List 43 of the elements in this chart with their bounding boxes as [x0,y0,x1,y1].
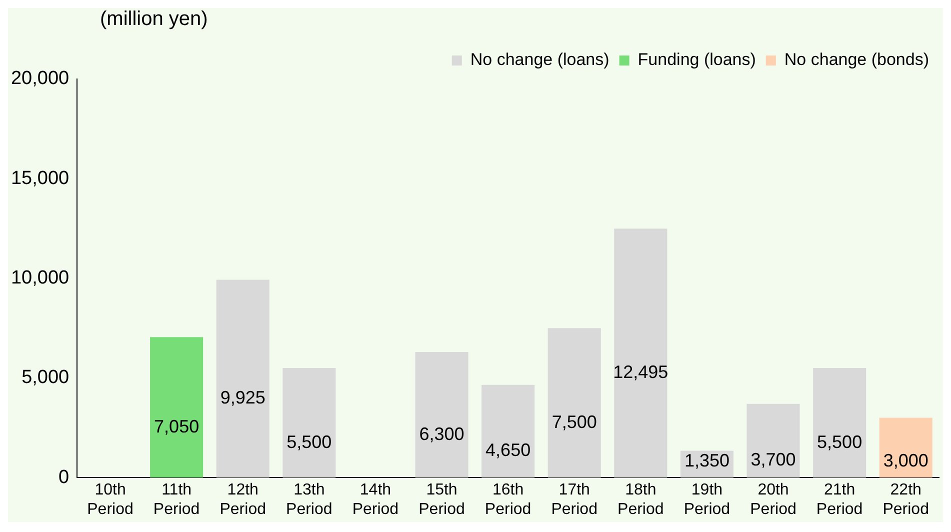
legend-label: No change (bonds) [784,50,929,70]
data-label: 9,925 [220,388,266,408]
y-axis-title: (million yen) [99,8,209,32]
data-label: 3,000 [883,450,928,471]
x-tick-label: 11th Period [153,482,200,518]
data-label: 7,050 [154,416,200,436]
legend-label: No change (loans) [470,50,610,70]
y-tick-label: 20,000 [10,68,70,90]
x-tick-label: 17th Period [551,482,598,518]
bar [415,352,468,478]
x-tick-label: 15th Period [418,482,465,518]
bar [482,384,535,478]
x-tick-label: 12th Period [220,482,266,518]
data-label: 1,350 [684,450,730,471]
bar [813,368,866,478]
x-tick-label: 10th Period [87,482,134,518]
bar [216,280,270,478]
data-label: 4,650 [486,440,531,460]
x-tick-label: 20th Period [750,482,796,518]
x-tick-label: 14th Period [352,482,399,518]
x-tick-label: 18th Period [618,482,664,518]
bar [282,368,336,478]
bar [150,337,204,478]
data-label: 6,300 [419,424,464,444]
data-label: 5,500 [817,432,862,452]
x-tick-label: 13th Period [286,482,332,518]
data-label: 12,495 [613,362,668,382]
y-tick-label: 15,000 [10,168,70,189]
x-tick-label: 21th Period [816,482,863,518]
x-tick-label: 16th Period [484,482,532,518]
data-label: 5,500 [286,432,332,452]
bar [548,328,601,478]
legend-label: Funding (loans) [638,50,756,70]
bar [614,228,668,478]
y-tick-label: 10,000 [10,268,70,289]
bar [746,404,800,478]
data-label: 3,700 [750,450,796,470]
bar [879,418,932,478]
data-label: 7,500 [552,412,597,432]
x-tick-label: 19th Period [684,482,730,518]
y-tick-label: 0 [58,466,70,488]
y-tick-label: 5,000 [22,367,70,388]
x-tick-label: 22th Period [882,482,929,518]
